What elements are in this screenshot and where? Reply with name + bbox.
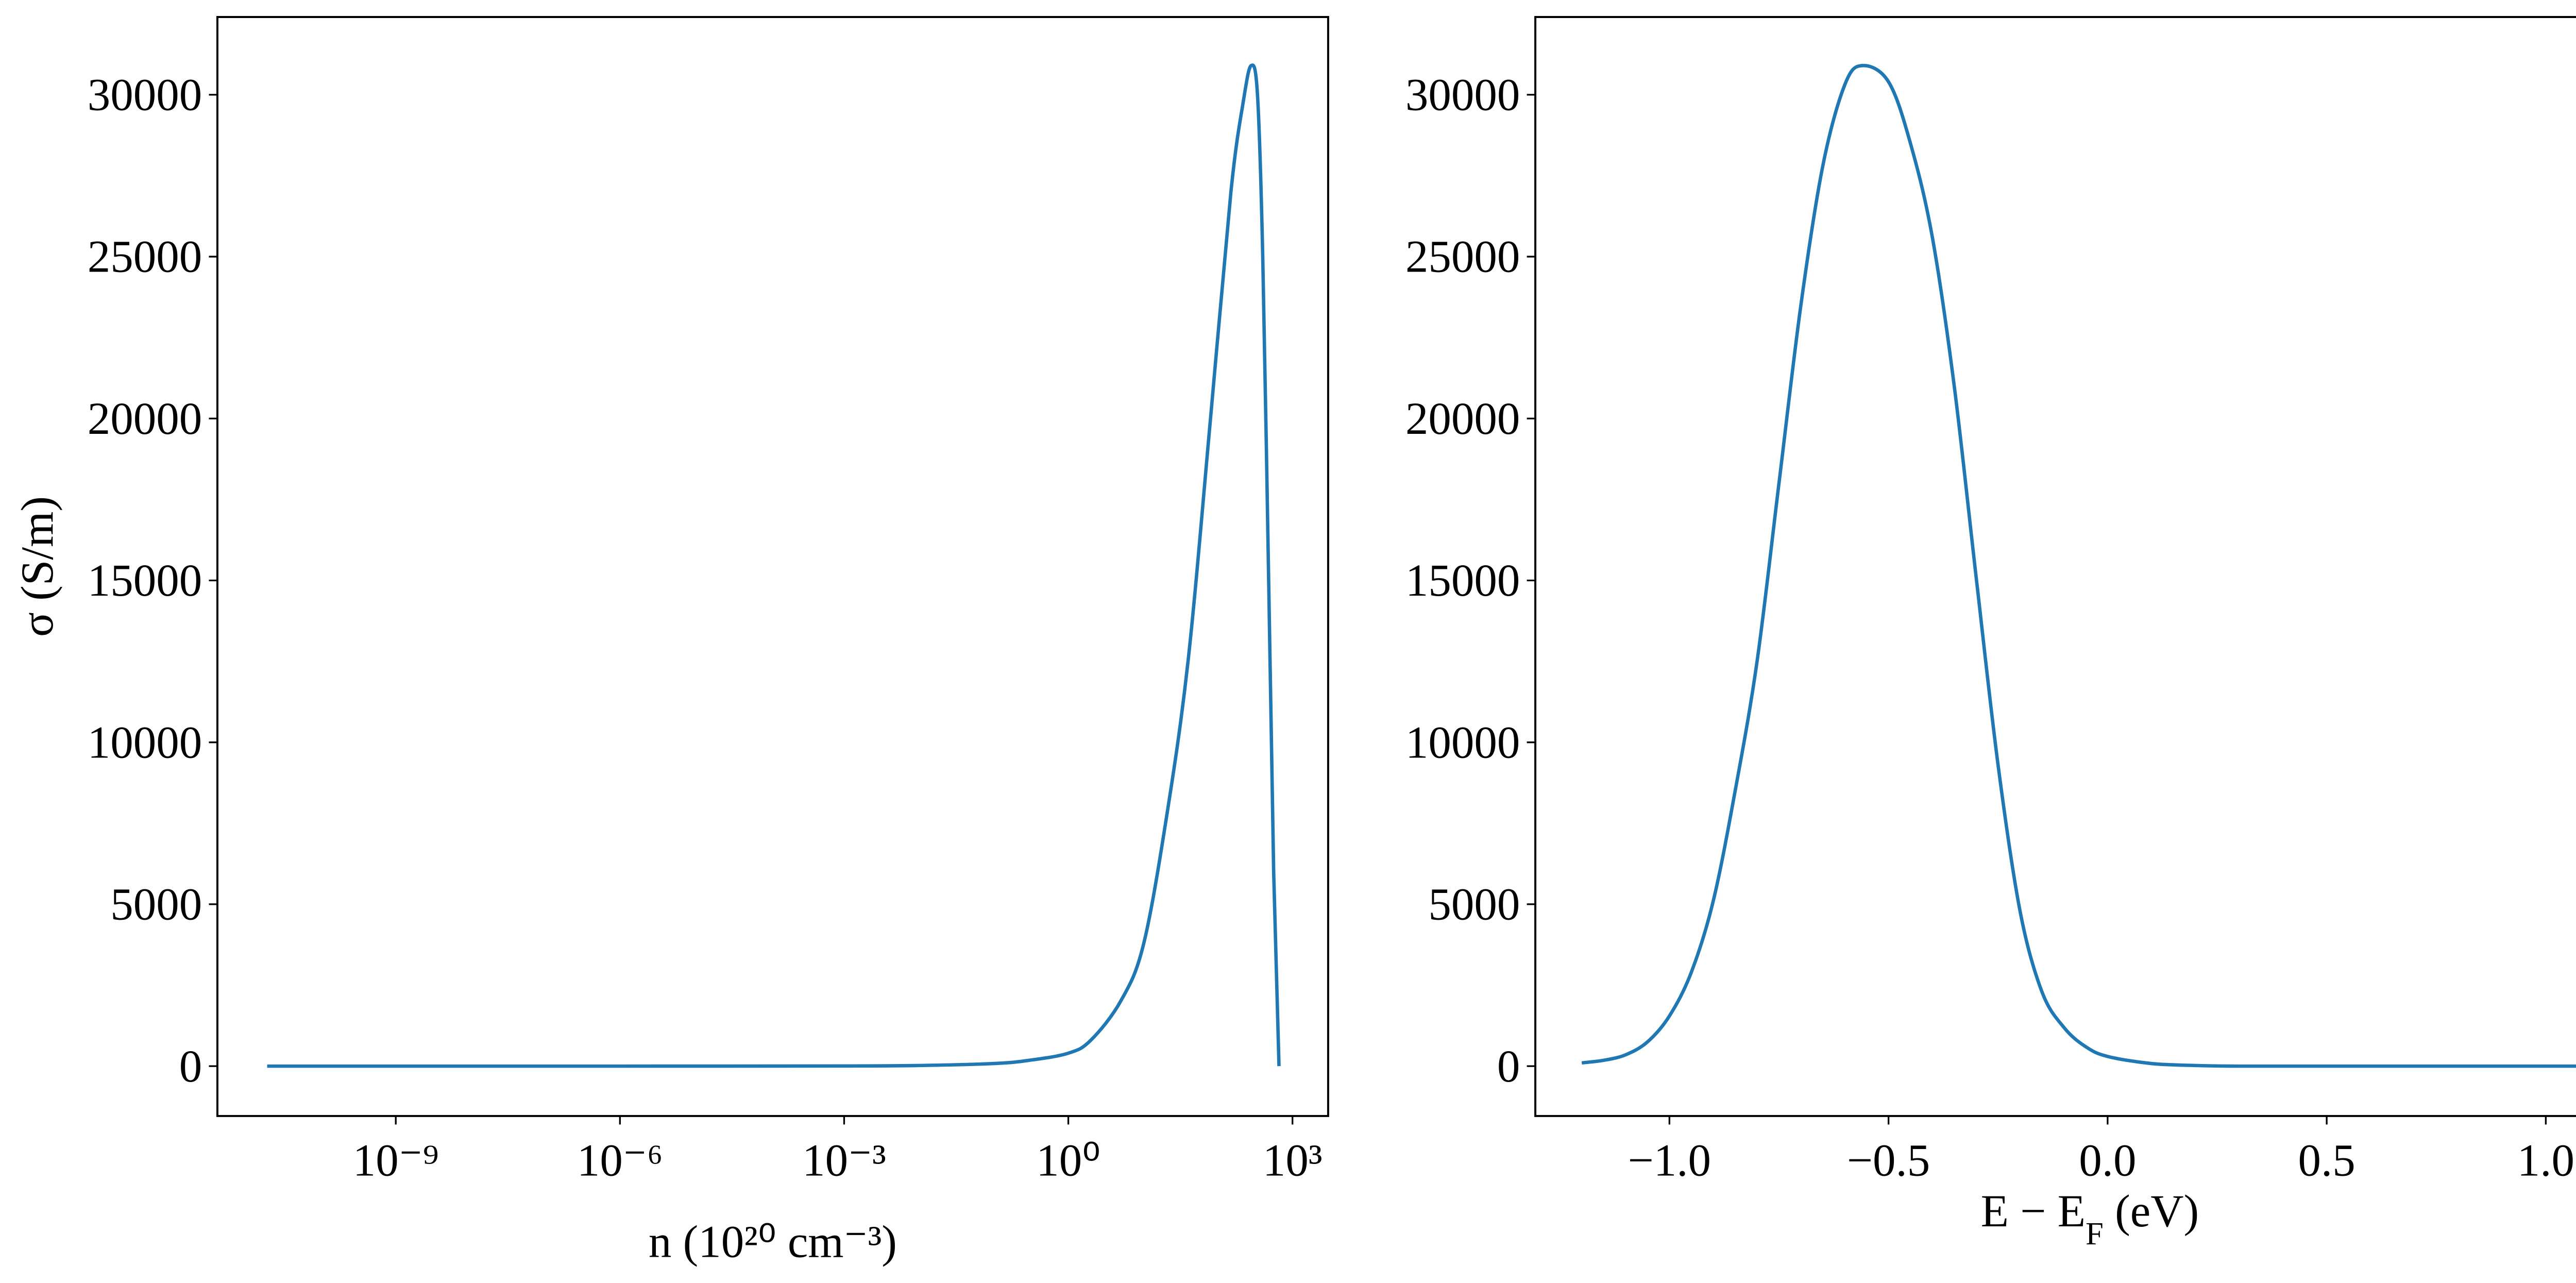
y-tick-label: 25000 — [1405, 232, 1520, 282]
y-tick-label: 10000 — [88, 717, 202, 768]
x-tick-label: −1.0 — [1628, 1135, 1711, 1186]
data-line — [267, 63, 1281, 1068]
y-tick-label: 25000 — [88, 232, 202, 282]
x-tick-label: −0.5 — [1847, 1135, 1930, 1186]
y-tick-label: 10000 — [1405, 717, 1520, 768]
x-tick-label: 1.0 — [2517, 1135, 2574, 1186]
data-line — [1581, 63, 2576, 1068]
x-tick-label: 10⁻⁹ — [353, 1135, 439, 1186]
axes-frame — [1534, 16, 2576, 1117]
x-tick-label: 10³ — [1263, 1135, 1323, 1186]
x-axis-label: E − EF (eV) — [1981, 1186, 2199, 1252]
axes-frame — [216, 16, 1329, 1117]
x-axis-label: n (10²⁰ cm⁻³) — [649, 1217, 897, 1268]
y-tick-label: 20000 — [1405, 394, 1520, 444]
x-tick-label: 0.0 — [2079, 1135, 2136, 1186]
y-tick-label: 0 — [1497, 1041, 1520, 1092]
y-tick-label: 30000 — [88, 70, 202, 121]
y-tick-label: 0 — [179, 1041, 202, 1092]
x-tick-label: 10⁰ — [1036, 1135, 1100, 1186]
y-tick-label: 20000 — [88, 394, 202, 444]
y-axis-label: σ (S/m) — [12, 496, 63, 637]
y-tick-label: 15000 — [88, 555, 202, 606]
y-tick-label: 15000 — [1405, 555, 1520, 606]
x-tick-label: 0.5 — [2298, 1135, 2355, 1186]
y-tick-label: 30000 — [1405, 70, 1520, 121]
x-tick-label: 10⁻⁶ — [577, 1135, 663, 1186]
y-tick-label: 5000 — [1428, 880, 1520, 930]
x-tick-label: 10⁻³ — [802, 1135, 886, 1186]
y-tick-label: 5000 — [110, 880, 202, 930]
